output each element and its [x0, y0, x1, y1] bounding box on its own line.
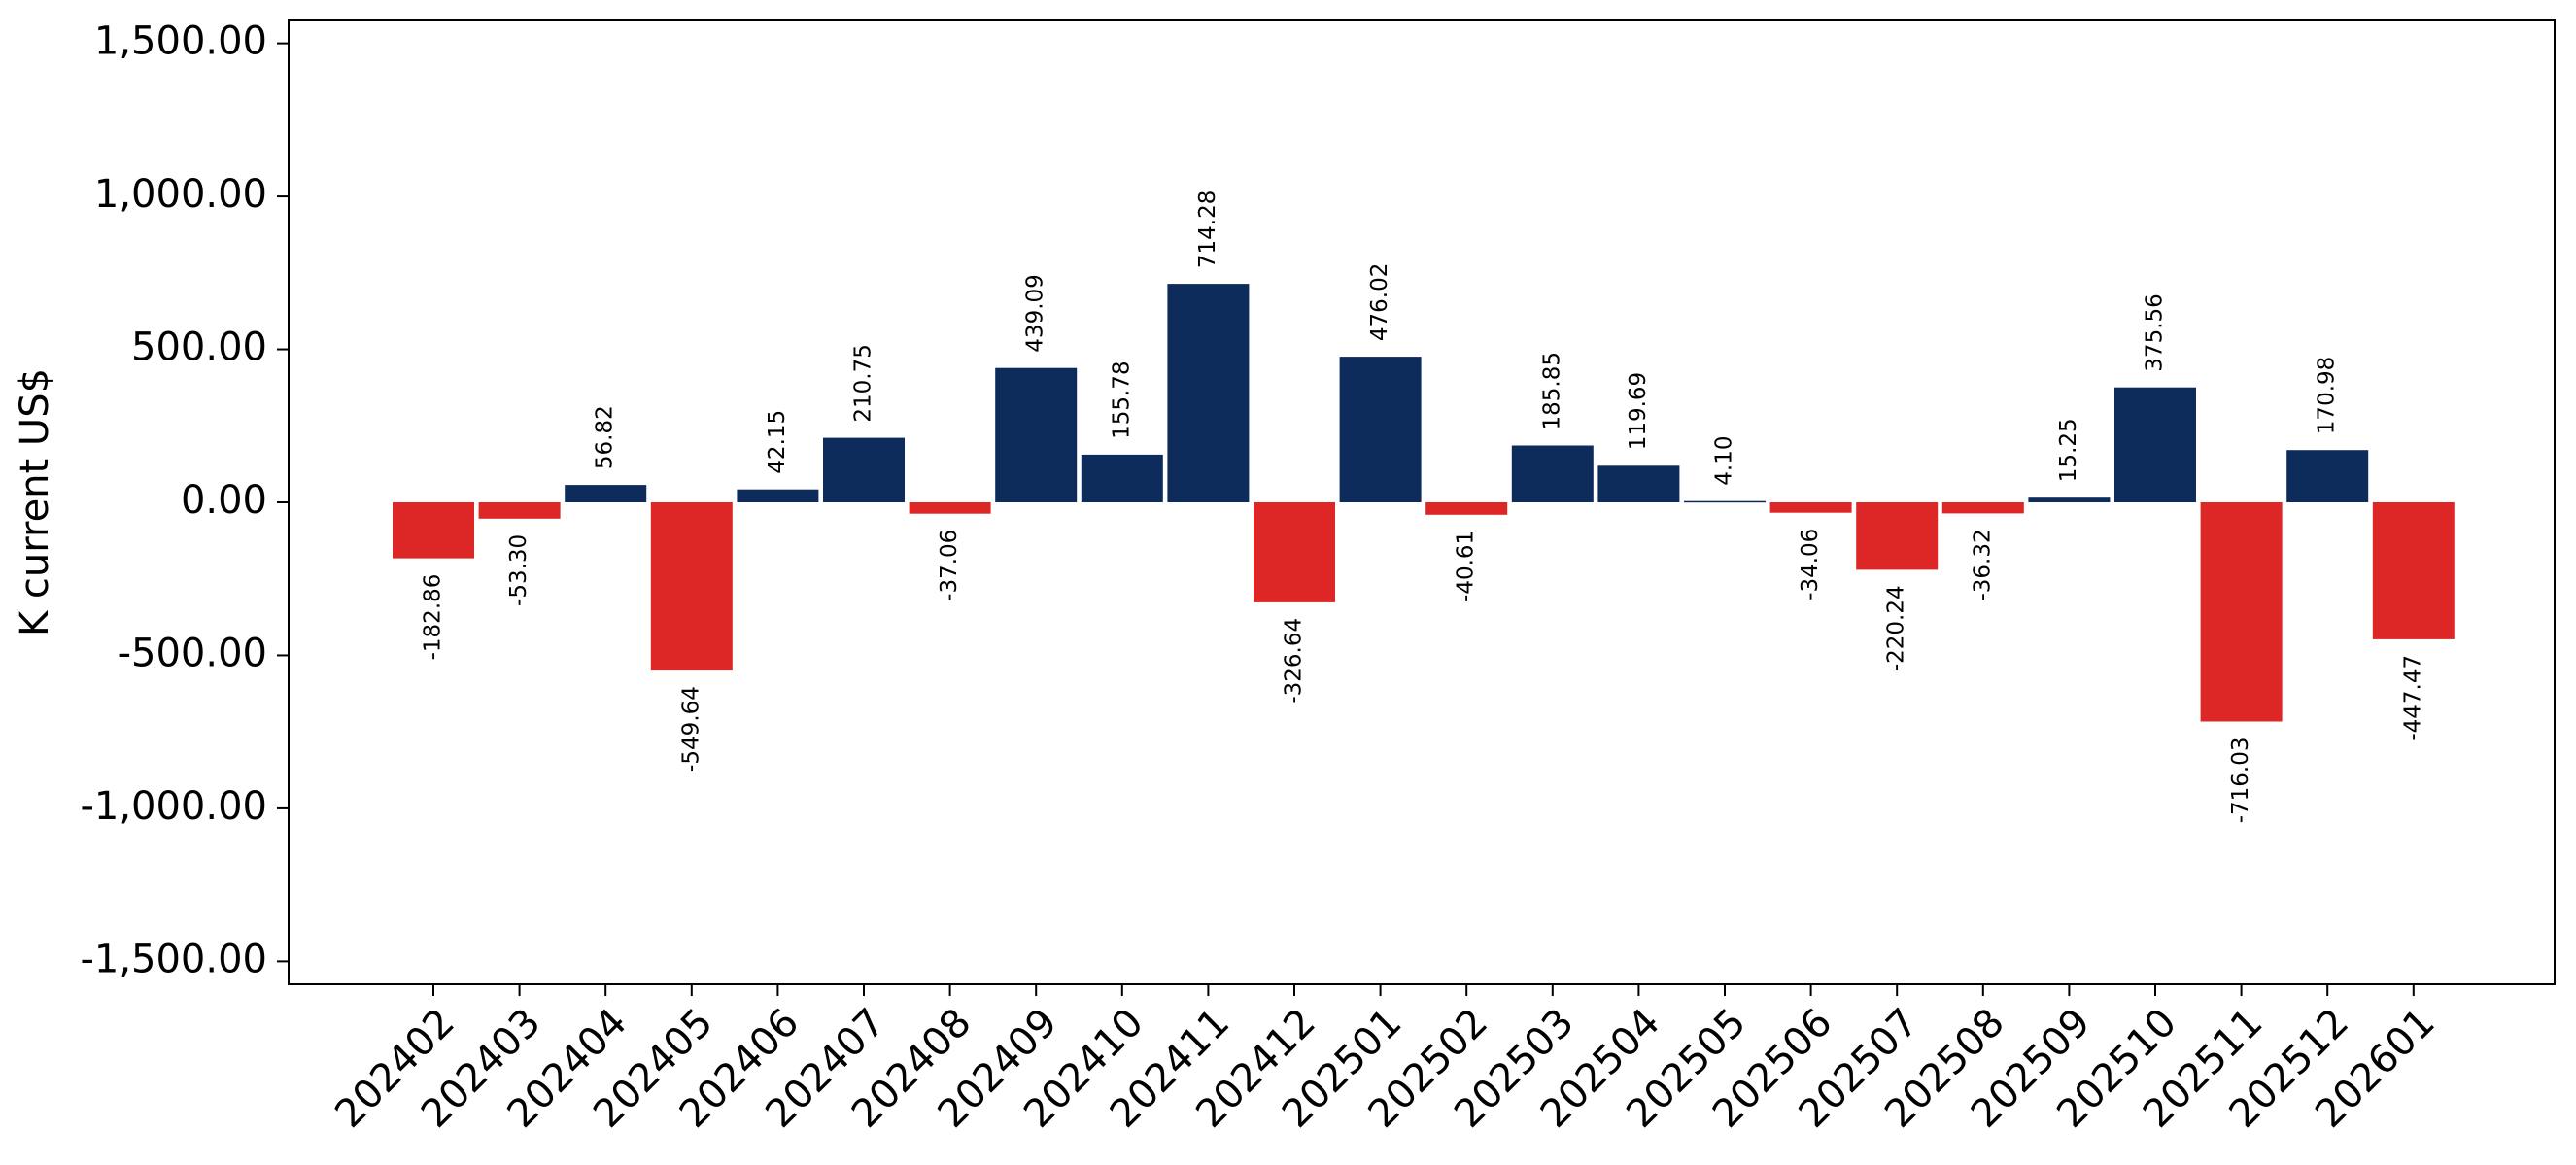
data-label-202511: -716.03 [2228, 737, 2253, 824]
bar-202411 [1167, 284, 1250, 502]
data-label-202505: 4.10 [1712, 435, 1737, 485]
y-tick-label: 1,000.00 [94, 172, 267, 217]
bar-202501 [1339, 357, 1422, 502]
y-tick-label: 0.00 [181, 478, 267, 523]
data-label-202402: -182.86 [421, 574, 446, 661]
y-tick-label: -500.00 [118, 631, 267, 675]
bar-202512 [2286, 450, 2369, 502]
data-label-202509: 15.25 [2056, 418, 2081, 482]
y-tick-label: 500.00 [131, 326, 267, 370]
bar-202505 [1684, 500, 1766, 503]
data-label-202508: -36.32 [1970, 529, 1995, 600]
bar-202405 [650, 502, 733, 671]
bar-202408 [909, 502, 991, 514]
bar-202601 [2372, 502, 2455, 639]
data-label-202510: 375.56 [2143, 293, 2168, 371]
data-label-202506: -34.06 [1798, 529, 1823, 600]
bar-202508 [1941, 502, 2024, 514]
data-label-202406: 42.15 [765, 410, 790, 474]
bar-202402 [393, 502, 474, 559]
bar-202504 [1597, 465, 1680, 502]
bar-202404 [565, 485, 647, 502]
bar-202506 [1769, 502, 1852, 513]
bar-202507 [1856, 502, 1939, 570]
bar-202509 [2028, 497, 2111, 502]
bar-202511 [2200, 502, 2283, 722]
data-label-202403: -53.30 [506, 534, 532, 606]
data-label-202412: -326.64 [1282, 618, 1307, 704]
data-label-202405: -549.64 [678, 686, 704, 772]
data-label-202409: 439.09 [1023, 274, 1048, 352]
data-label-202501: 476.02 [1367, 263, 1392, 341]
data-label-202407: 210.75 [851, 344, 876, 422]
bar-202403 [478, 502, 561, 519]
y-tick-label: -1,000.00 [80, 784, 267, 829]
y-tick-label: -1,500.00 [80, 937, 267, 981]
bar-202410 [1081, 454, 1163, 502]
data-label-202410: 155.78 [1109, 360, 1134, 438]
data-label-202404: 56.82 [593, 405, 618, 469]
data-label-202411: 714.28 [1195, 190, 1220, 268]
data-label-202507: -220.24 [1884, 585, 1909, 671]
data-label-202502: -40.61 [1454, 531, 1479, 602]
data-label-202504: 119.69 [1626, 372, 1651, 450]
bar-202510 [2114, 387, 2196, 502]
bar-202503 [1511, 445, 1594, 502]
bar-202412 [1254, 502, 1335, 602]
data-label-202512: 170.98 [2315, 357, 2340, 434]
data-label-202601: -447.47 [2400, 655, 2425, 741]
data-label-202503: 185.85 [1539, 352, 1564, 429]
data-label-202408: -37.06 [937, 530, 962, 601]
bar-202406 [737, 489, 819, 502]
bar-202502 [1425, 502, 1508, 515]
bar-202407 [823, 437, 905, 502]
bar-202409 [995, 367, 1078, 502]
y-tick-label: 1,500.00 [94, 19, 267, 64]
y-axis-label: K current US$ [13, 368, 57, 636]
